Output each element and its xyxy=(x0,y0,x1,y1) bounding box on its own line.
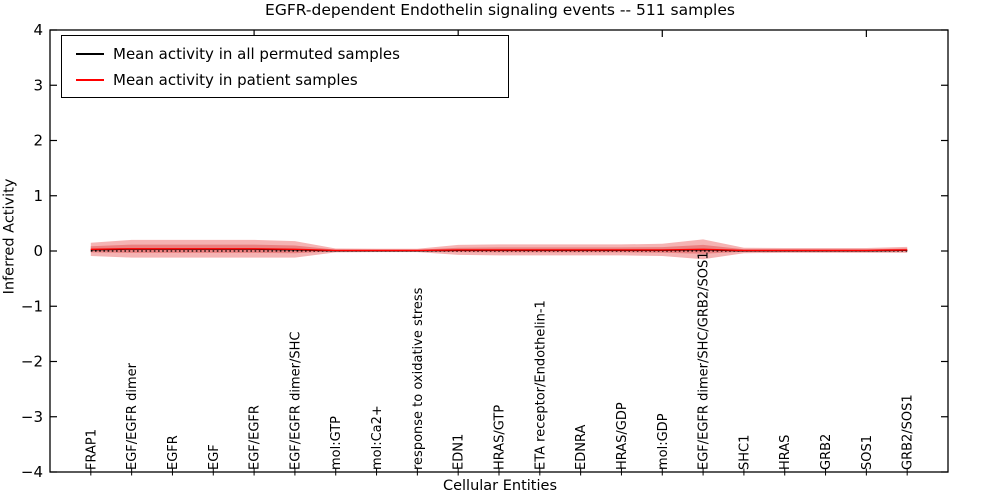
x-tick-label: HRAS xyxy=(778,435,793,470)
legend-label: Mean activity in all permuted samples xyxy=(113,45,400,63)
patient-line-sample xyxy=(76,79,104,81)
legend-entry: Mean activity in patient samples xyxy=(62,67,508,93)
x-tick-label: ETA receptor/Endothelin-1 xyxy=(533,300,548,470)
x-tick-label: HRAS/GTP xyxy=(493,405,508,470)
x-tick-label: GRB2 xyxy=(819,434,834,470)
legend-label: Mean activity in patient samples xyxy=(113,71,358,89)
y-tick-label: −3 xyxy=(21,408,43,426)
x-tick-label: EGF/EGFR dimer/SHC xyxy=(288,332,303,470)
x-tick-label: EDN1 xyxy=(452,434,467,470)
y-tick-label: 4 xyxy=(33,21,43,39)
y-tick-label: 0 xyxy=(33,242,43,260)
x-tick-label: SHC1 xyxy=(737,435,752,470)
x-tick-label: GRB2/SOS1 xyxy=(901,394,916,470)
x-tick-label: EGF/EGFR dimer/SHC/GRB2/SOS1 xyxy=(697,252,712,471)
x-tick-label: EGF/EGFR xyxy=(248,405,263,470)
x-tick-label: FRAP1 xyxy=(84,429,99,470)
y-tick-label: −2 xyxy=(21,353,43,371)
x-tick-label: EGF xyxy=(207,444,222,470)
y-tick-label: −1 xyxy=(21,297,43,315)
x-tick-label: EGFR xyxy=(166,435,181,470)
patient-mean-line xyxy=(90,248,908,252)
y-tick-label: 1 xyxy=(33,187,43,205)
x-tick-label: EDNRA xyxy=(574,425,589,470)
legend: Mean activity in all permuted samples Mea… xyxy=(61,35,509,98)
x-tick-label: HRAS/GDP xyxy=(615,402,630,470)
x-tick-label: response to oxidative stress xyxy=(411,287,426,470)
y-tick-label: 2 xyxy=(33,132,43,150)
chart-title: EGFR-dependent Endothelin signaling even… xyxy=(265,1,735,19)
y-tick-label: −4 xyxy=(21,463,43,481)
x-axis-label: Cellular Entities xyxy=(442,478,558,494)
permuted-line-sample xyxy=(76,53,104,55)
x-tick-label: mol:Ca2+ xyxy=(370,405,385,470)
y-tick-label: 3 xyxy=(33,76,43,94)
x-tick-label: mol:GDP xyxy=(656,413,671,470)
legend-entry: Mean activity in all permuted samples xyxy=(62,41,508,67)
x-tick-label: EGF/EGFR dimer xyxy=(125,362,140,470)
x-tick-label: mol:GTP xyxy=(329,416,344,470)
x-tick-label: SOS1 xyxy=(860,435,875,470)
